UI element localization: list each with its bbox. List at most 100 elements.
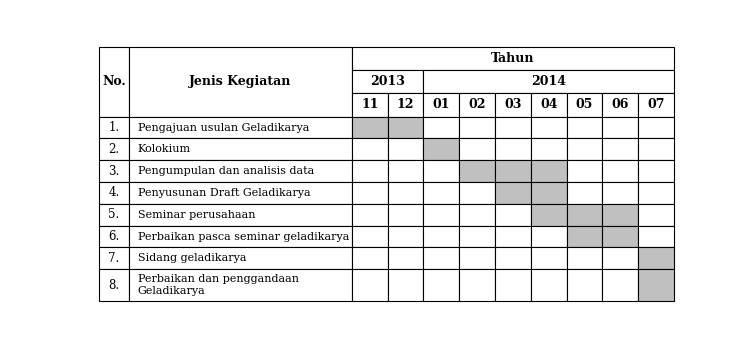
Text: 5.: 5. [109,208,119,221]
Bar [388,269,424,301]
Bar [129,247,352,269]
Bar [459,93,495,117]
Bar [352,182,388,204]
Text: 02: 02 [468,98,486,111]
Bar [99,204,129,226]
Bar [602,160,638,182]
Bar [388,160,424,182]
Text: Perbaikan dan penggandaan
Geladikarya: Perbaikan dan penggandaan Geladikarya [138,274,299,296]
Text: 2014: 2014 [532,75,566,88]
Text: 03: 03 [504,98,522,111]
Bar [99,226,129,247]
Bar [424,117,459,138]
Bar [388,117,424,138]
Text: 4.: 4. [109,186,119,200]
Bar [531,160,566,182]
Text: 8.: 8. [109,279,119,292]
Bar [531,204,566,226]
Bar [99,117,129,138]
Bar [531,117,566,138]
Bar [388,138,424,160]
Bar [424,182,459,204]
Bar [495,182,531,204]
Bar [424,269,459,301]
Bar [424,70,674,93]
Bar [602,247,638,269]
Bar [566,204,602,226]
Text: 2013: 2013 [370,75,405,88]
Bar [495,93,531,117]
Bar [531,182,566,204]
Bar [459,182,495,204]
Bar [566,138,602,160]
Text: Sidang geladikarya: Sidang geladikarya [138,254,247,264]
Bar [566,247,602,269]
Text: Pengumpulan dan analisis data: Pengumpulan dan analisis data [138,166,314,176]
Text: 3.: 3. [109,165,119,178]
Bar [352,117,388,138]
Bar [602,93,638,117]
Bar [129,160,352,182]
Bar [531,226,566,247]
Bar [566,160,602,182]
Bar [566,93,602,117]
Bar [531,93,566,117]
Bar [388,204,424,226]
Bar [352,138,388,160]
Bar [495,247,531,269]
Bar [352,226,388,247]
Text: 07: 07 [647,98,665,111]
Bar [129,226,352,247]
Text: 2.: 2. [109,143,119,156]
Bar [602,269,638,301]
Bar [388,93,424,117]
Bar [388,182,424,204]
Text: 11: 11 [361,98,379,111]
Text: 06: 06 [611,98,629,111]
Bar [566,269,602,301]
Bar [352,247,388,269]
Text: Penyusunan Draft Geladikarya: Penyusunan Draft Geladikarya [138,188,311,198]
Bar [424,247,459,269]
Bar [495,117,531,138]
Bar [99,182,129,204]
Text: 7.: 7. [109,252,119,265]
Bar [531,247,566,269]
Bar [129,182,352,204]
Bar [129,138,352,160]
Bar [531,138,566,160]
Bar [495,226,531,247]
Bar [388,247,424,269]
Bar [602,204,638,226]
Bar [459,117,495,138]
Text: 6.: 6. [109,230,119,243]
Text: Jenis Kegiatan: Jenis Kegiatan [189,75,292,88]
Bar [99,160,129,182]
Bar [602,138,638,160]
Bar [424,226,459,247]
Bar [638,226,674,247]
Text: Seminar perusahaan: Seminar perusahaan [138,210,256,220]
Bar [638,247,674,269]
Bar [638,160,674,182]
Bar [352,70,424,93]
Text: Perbaikan pasca seminar geladikarya: Perbaikan pasca seminar geladikarya [138,232,349,241]
Bar [388,226,424,247]
Bar [99,269,129,301]
Bar [495,204,531,226]
Bar [638,138,674,160]
Bar [638,117,674,138]
Text: Pengajuan usulan Geladikarya: Pengajuan usulan Geladikarya [138,122,309,132]
Bar [602,182,638,204]
Bar [495,138,531,160]
Bar [129,269,352,301]
Bar [129,204,352,226]
Bar [424,160,459,182]
Bar [566,117,602,138]
Bar [424,93,459,117]
Text: 01: 01 [433,98,450,111]
Text: Kolokium: Kolokium [138,144,191,154]
Bar [531,269,566,301]
Bar [566,182,602,204]
Bar [638,182,674,204]
